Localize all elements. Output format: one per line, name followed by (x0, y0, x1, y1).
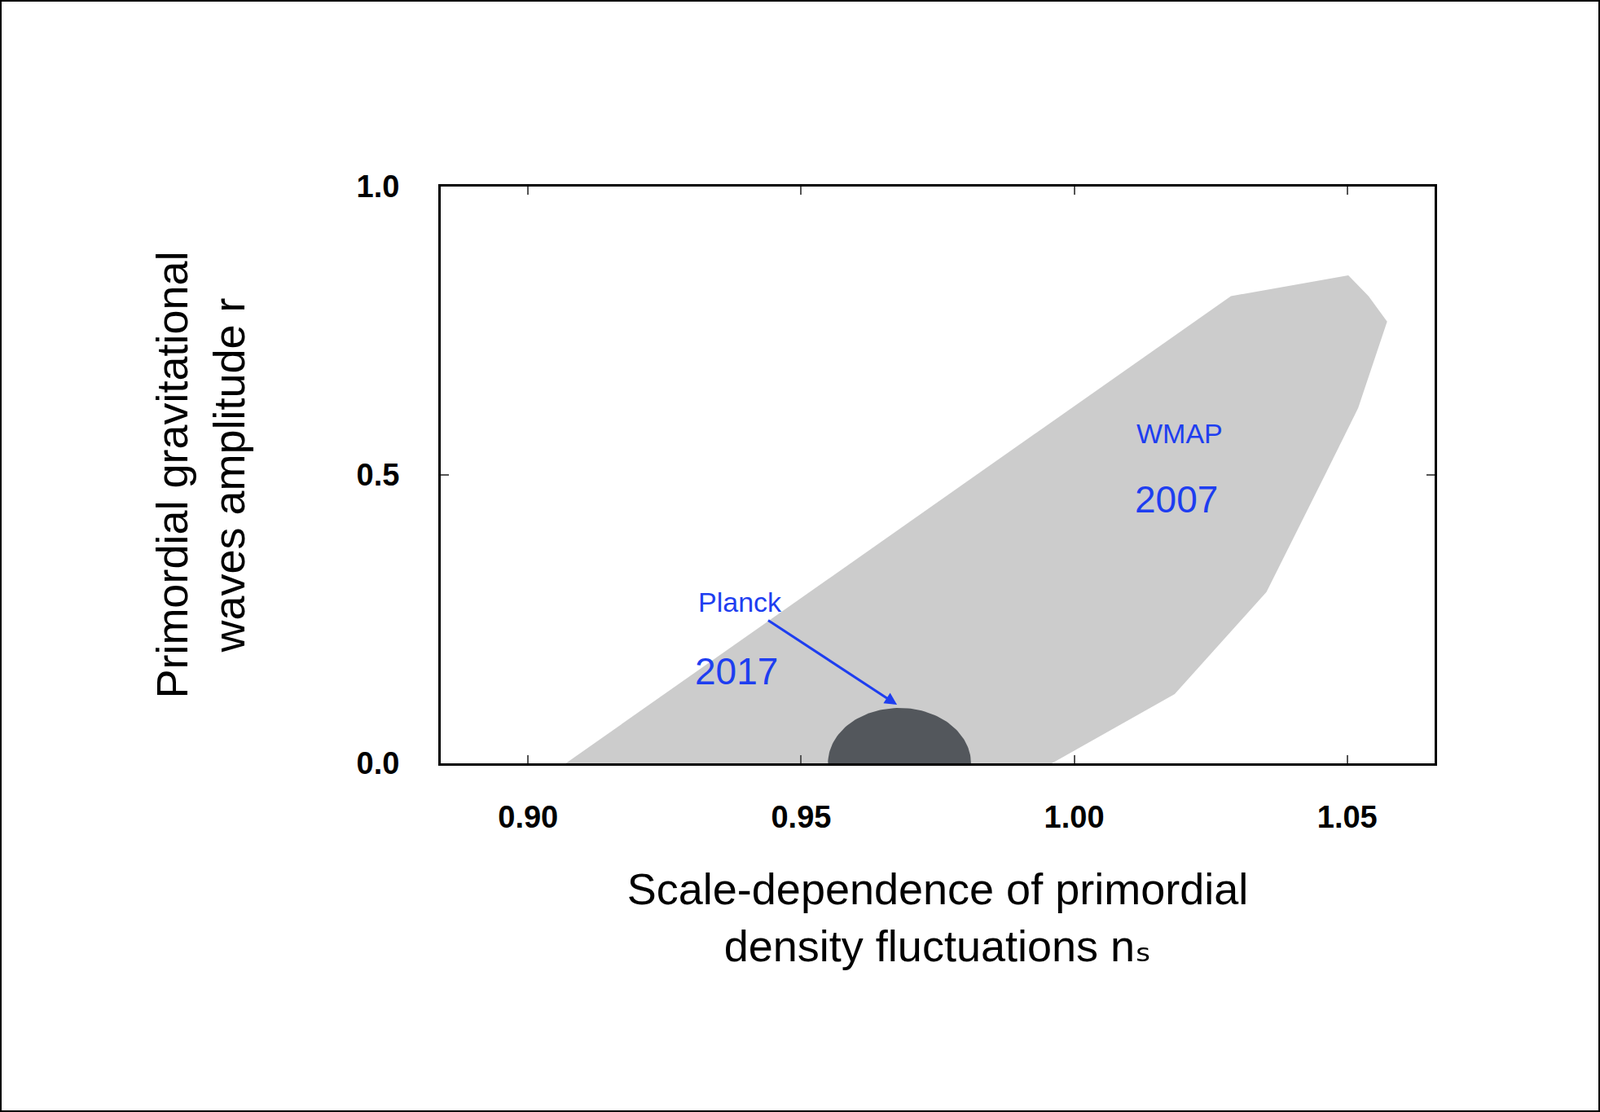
svg-text:Planck: Planck (698, 586, 783, 618)
svg-text:2017: 2017 (694, 650, 779, 693)
svg-text:Scale-dependence of primordial: Scale-dependence of primordialdensity fl… (627, 864, 1249, 971)
svg-text:0.0: 0.0 (356, 746, 400, 781)
svg-text:1.00: 1.00 (1044, 800, 1105, 835)
svg-text:Primordial gravitationalwaves: Primordial gravitationalwaves amplitude … (147, 250, 254, 699)
svg-text:0.5: 0.5 (356, 457, 400, 493)
svg-text:2007: 2007 (1134, 478, 1218, 521)
svg-text:1.0: 1.0 (356, 169, 400, 204)
svg-text:0.90: 0.90 (497, 800, 559, 835)
svg-text:WMAP: WMAP (1136, 417, 1223, 449)
svg-text:0.95: 0.95 (770, 800, 831, 835)
svg-text:1.05: 1.05 (1317, 800, 1378, 835)
